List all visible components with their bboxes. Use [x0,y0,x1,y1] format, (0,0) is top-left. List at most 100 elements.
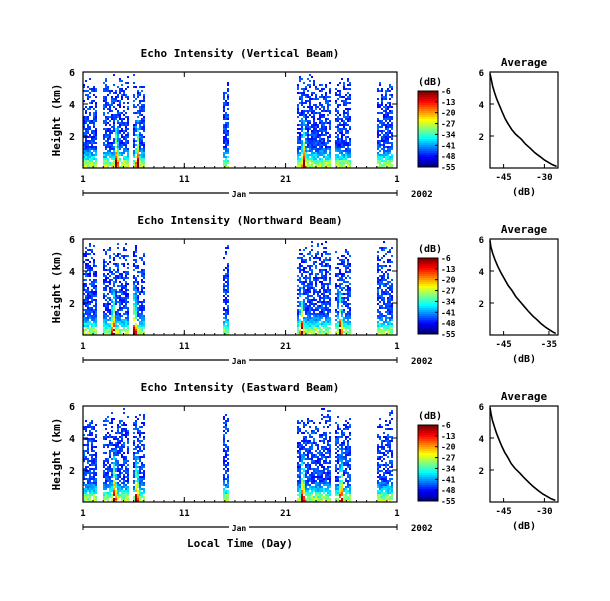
echo-cell [311,106,313,108]
echo-cell [135,315,137,317]
echo-cell [297,108,299,110]
echo-cell [107,416,109,418]
echo-cell [313,144,315,146]
echo-cell [135,416,137,418]
echo-cell [125,317,127,319]
echo-cell [109,468,111,470]
echo-cell [383,301,385,303]
echo-cell [341,160,343,162]
echo-cell [137,307,139,309]
echo-cell [109,327,111,329]
echo-cell [121,448,123,450]
echo-cell [307,158,309,160]
echo-cell [115,436,117,438]
echo-cell [87,267,89,269]
echo-cell [341,313,343,315]
echo-cell [227,299,229,301]
echo-cell [319,134,321,136]
echo-cell [385,307,387,309]
echo-cell [311,468,313,470]
echo-cell [135,466,137,468]
echo-cell [139,446,141,448]
echo-cell [133,251,135,253]
echo-cell [143,271,145,273]
echo-cell [137,96,139,98]
echo-cell [141,114,143,116]
echo-cell [95,285,97,287]
echo-cell [317,257,319,259]
echo-cell [225,138,227,140]
echo-cell [305,259,307,261]
echo-cell [387,299,389,301]
echo-cell [89,297,91,299]
echo-cell [323,265,325,267]
echo-cell [111,329,113,331]
echo-cell [341,299,343,301]
echo-cell [135,86,137,88]
echo-cell [225,150,227,152]
echo-cell [319,108,321,110]
echo-cell [299,269,301,271]
echo-cell [297,317,299,319]
echo-cell [299,295,301,297]
echo-cell [227,108,229,110]
echo-cell [105,325,107,327]
echo-cell [349,160,351,162]
echo-cell [323,434,325,436]
echo-cell [127,486,129,488]
echo-cell [325,271,327,273]
echo-cell [105,100,107,102]
echo-cell [325,460,327,462]
echo-cell [141,440,143,442]
y-axis-label: Height (km) [50,251,63,324]
echo-cell [91,317,93,319]
echo-cell [113,450,115,452]
echo-cell [339,156,341,158]
echo-cell [117,462,119,464]
echo-cell [85,156,87,158]
echo-cell [103,289,105,291]
echo-cell [379,317,381,319]
echo-cell [85,313,87,315]
echo-cell [347,150,349,152]
echo-cell [329,301,331,303]
echo-cell [121,134,123,136]
echo-cell [127,488,129,490]
echo-cell [121,273,123,275]
echo-cell [313,472,315,474]
echo-cell [103,259,105,261]
echo-cell [225,128,227,130]
echo-cell [323,496,325,498]
echo-cell [87,500,89,502]
echo-cell [309,488,311,490]
echo-cell [83,142,85,144]
echo-cell [317,305,319,307]
echo-cell [89,134,91,136]
echo-cell [313,325,315,327]
echo-cell [143,158,145,160]
echo-cell [95,446,97,448]
echo-cell [143,108,145,110]
echo-cell [137,484,139,486]
echo-cell [303,283,305,285]
echo-cell [227,140,229,142]
echo-cell [337,295,339,297]
echo-cell [89,271,91,273]
echo-cell [135,297,137,299]
echo-cell [387,118,389,120]
echo-cell [329,498,331,500]
echo-cell [125,82,127,84]
echo-cell [301,420,303,422]
echo-cell [107,277,109,279]
echo-cell [299,279,301,281]
echo-cell [301,301,303,303]
echo-cell [117,100,119,102]
echo-cell [127,128,129,130]
echo-cell [347,333,349,335]
echo-cell [139,86,141,88]
echo-cell [307,482,309,484]
echo-cell [223,275,225,277]
echo-cell [113,114,115,116]
echo-cell [339,297,341,299]
echo-cell [349,315,351,317]
